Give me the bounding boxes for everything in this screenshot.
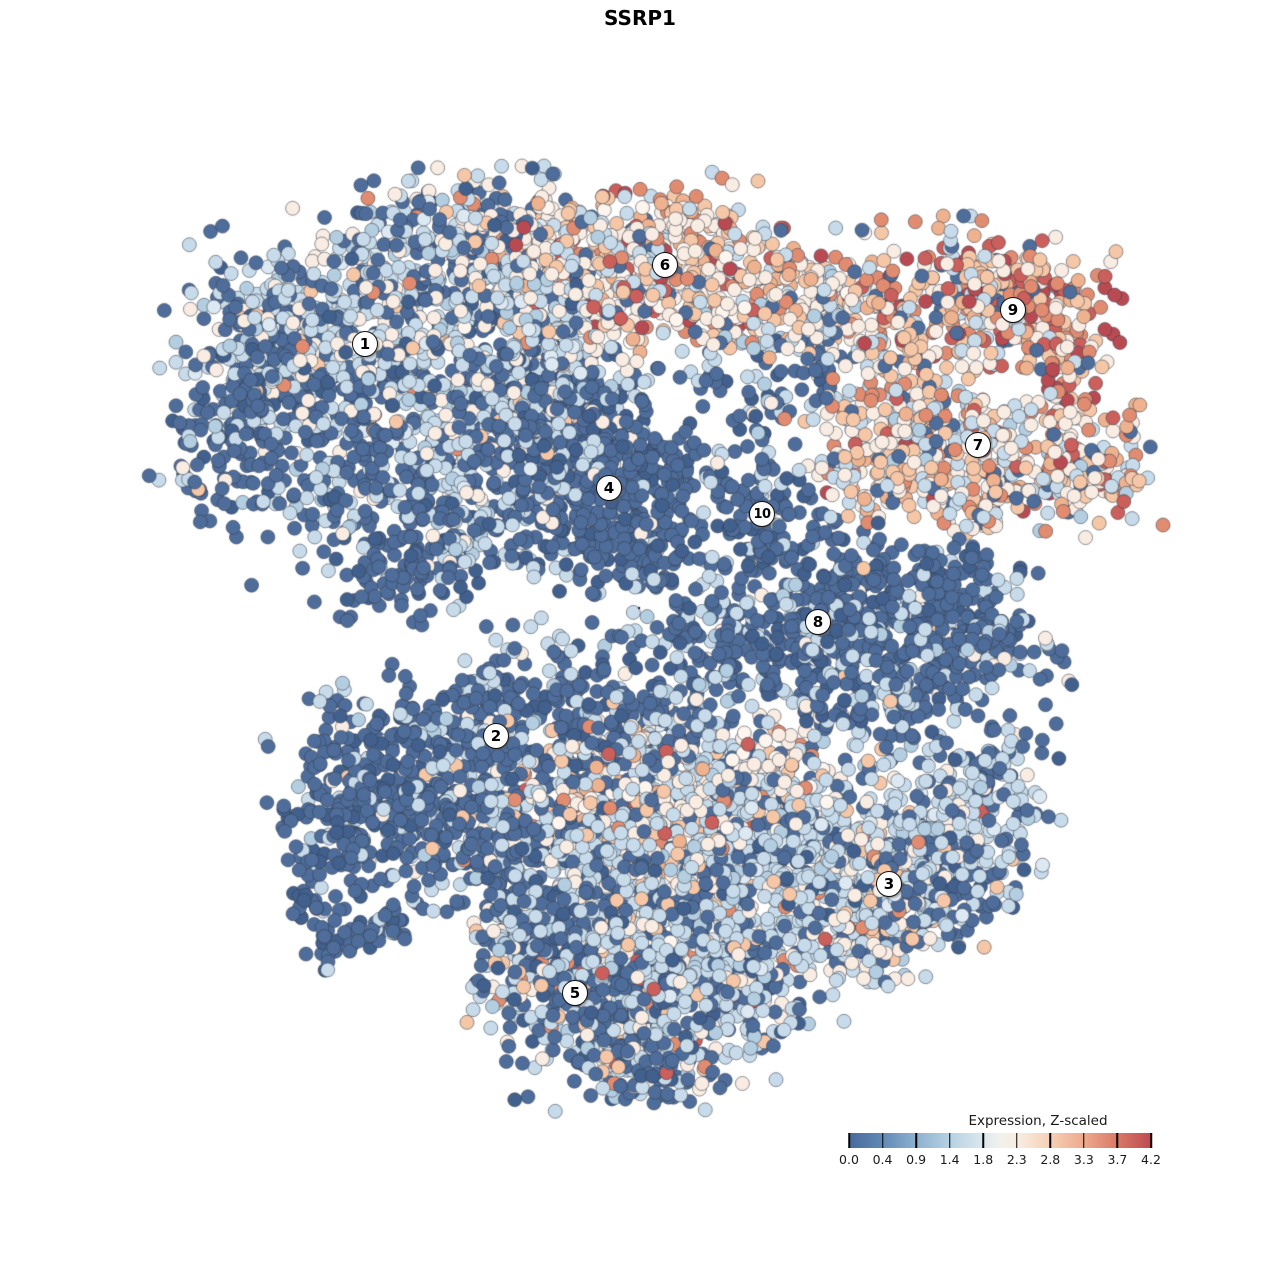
colorbar-tick-label: 0.9 bbox=[906, 1152, 927, 1167]
colorbar-tick-label: 1.4 bbox=[939, 1152, 960, 1167]
colorbar-tick-label: 4.2 bbox=[1141, 1152, 1161, 1167]
colorbar-title: Expression, Z-scaled bbox=[968, 1113, 1108, 1129]
colorbar-tick bbox=[1083, 1133, 1085, 1148]
colorbar-tick bbox=[1049, 1133, 1052, 1148]
cluster-label-9: 9 bbox=[1000, 297, 1026, 323]
colorbar-tick-label: 3.7 bbox=[1107, 1152, 1128, 1167]
colorbar-tick bbox=[948, 1133, 951, 1148]
colorbar-tick-label: 0.0 bbox=[839, 1152, 859, 1167]
colorbar-gradient bbox=[849, 1133, 1151, 1148]
cluster-label-7: 7 bbox=[965, 432, 991, 458]
cluster-label-6: 6 bbox=[652, 252, 678, 278]
colorbar-tick-label: 0.4 bbox=[872, 1152, 893, 1167]
colorbar-tick bbox=[881, 1133, 884, 1148]
cluster-label-4: 4 bbox=[596, 475, 622, 501]
cluster-label-2: 2 bbox=[483, 723, 509, 749]
colorbar-tick-label: 1.8 bbox=[973, 1152, 994, 1167]
colorbar-tick bbox=[848, 1133, 850, 1148]
colorbar-tick-label: 2.8 bbox=[1040, 1152, 1061, 1167]
cluster-label-10: 10 bbox=[749, 501, 775, 527]
colorbar-tick bbox=[982, 1133, 984, 1148]
colorbar-tick bbox=[915, 1133, 917, 1148]
cluster-label-1: 1 bbox=[352, 331, 378, 357]
cluster-label-5: 5 bbox=[562, 980, 588, 1006]
colorbar-tick-label: 2.3 bbox=[1006, 1152, 1027, 1167]
colorbar-tick-label: 3.3 bbox=[1073, 1152, 1094, 1167]
colorbar-tick bbox=[1150, 1133, 1152, 1148]
cluster-label-8: 8 bbox=[805, 609, 831, 635]
cluster-label-3: 3 bbox=[876, 871, 902, 897]
colorbar-tick bbox=[1016, 1133, 1018, 1148]
colorbar-tick bbox=[1116, 1133, 1119, 1148]
